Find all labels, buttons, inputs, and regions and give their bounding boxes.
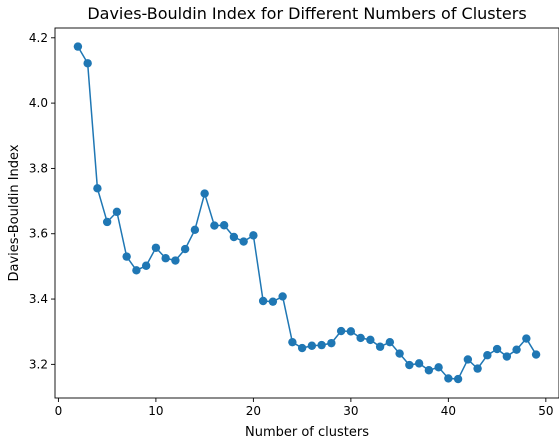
data-point [414,359,424,368]
data-point [336,326,346,336]
data-point [112,207,122,217]
data-point [375,342,385,351]
y-tick-label: 4.0 [29,96,48,110]
data-point [258,296,268,306]
data-point [502,352,512,361]
data-point [219,221,229,230]
data-point [229,232,239,242]
data-point [444,374,453,383]
data-point [385,337,395,347]
data-point [522,334,531,343]
data-point [307,341,317,350]
x-tick-label: 10 [148,404,163,418]
x-tick-label: 40 [441,404,456,418]
data-point [180,244,190,254]
data-point [268,297,278,306]
data-point [492,344,502,354]
data-point [122,252,131,261]
data-point [483,351,492,360]
data-point [239,237,248,246]
data-point [171,256,180,265]
data-point [473,364,482,373]
data-point [210,221,219,230]
data-point [531,350,541,359]
data-point [161,254,170,263]
data-point [288,337,297,347]
y-tick-label: 4.2 [29,31,48,45]
data-point [453,374,463,384]
data-point [327,338,336,348]
chart-title: Davies-Bouldin Index for Different Numbe… [87,4,526,23]
data-point [102,217,112,227]
data-point [151,243,161,252]
series-line [77,46,537,380]
y-axis-label: Davies-Bouldin Index [7,144,22,281]
data-point [405,360,414,370]
y-tick-label: 3.2 [29,357,48,371]
data-point [278,292,287,301]
data-point [132,266,141,275]
data-point [249,231,258,240]
data-point [317,340,326,350]
data-point [141,261,151,270]
x-tick-label: 30 [343,404,358,418]
x-tick-label: 0 [55,404,63,418]
data-point [73,42,83,51]
data-point [395,349,404,358]
data-point [424,366,434,375]
data-point [297,343,307,353]
x-axis: 0 10 20 30 40 50 [55,398,553,418]
y-tick-label: 3.6 [29,227,48,241]
data-point [93,184,102,193]
data-point [463,355,473,364]
x-tick-label: 20 [246,404,261,418]
data-point [346,327,356,336]
plot-frame [54,27,559,399]
plot-area [73,42,541,384]
data-point [200,189,209,198]
data-point [356,333,365,343]
data-point [512,345,521,354]
x-tick-label: 50 [538,404,553,418]
x-axis-label: Number of clusters [245,425,369,440]
data-point [83,59,92,68]
data-point [434,363,443,372]
y-tick-label: 3.4 [29,292,48,306]
data-point [366,335,375,345]
y-axis: 3.2 3.4 3.6 3.8 4.0 4.2 [29,31,55,371]
y-tick-label: 3.8 [29,161,48,175]
data-point [190,225,200,235]
